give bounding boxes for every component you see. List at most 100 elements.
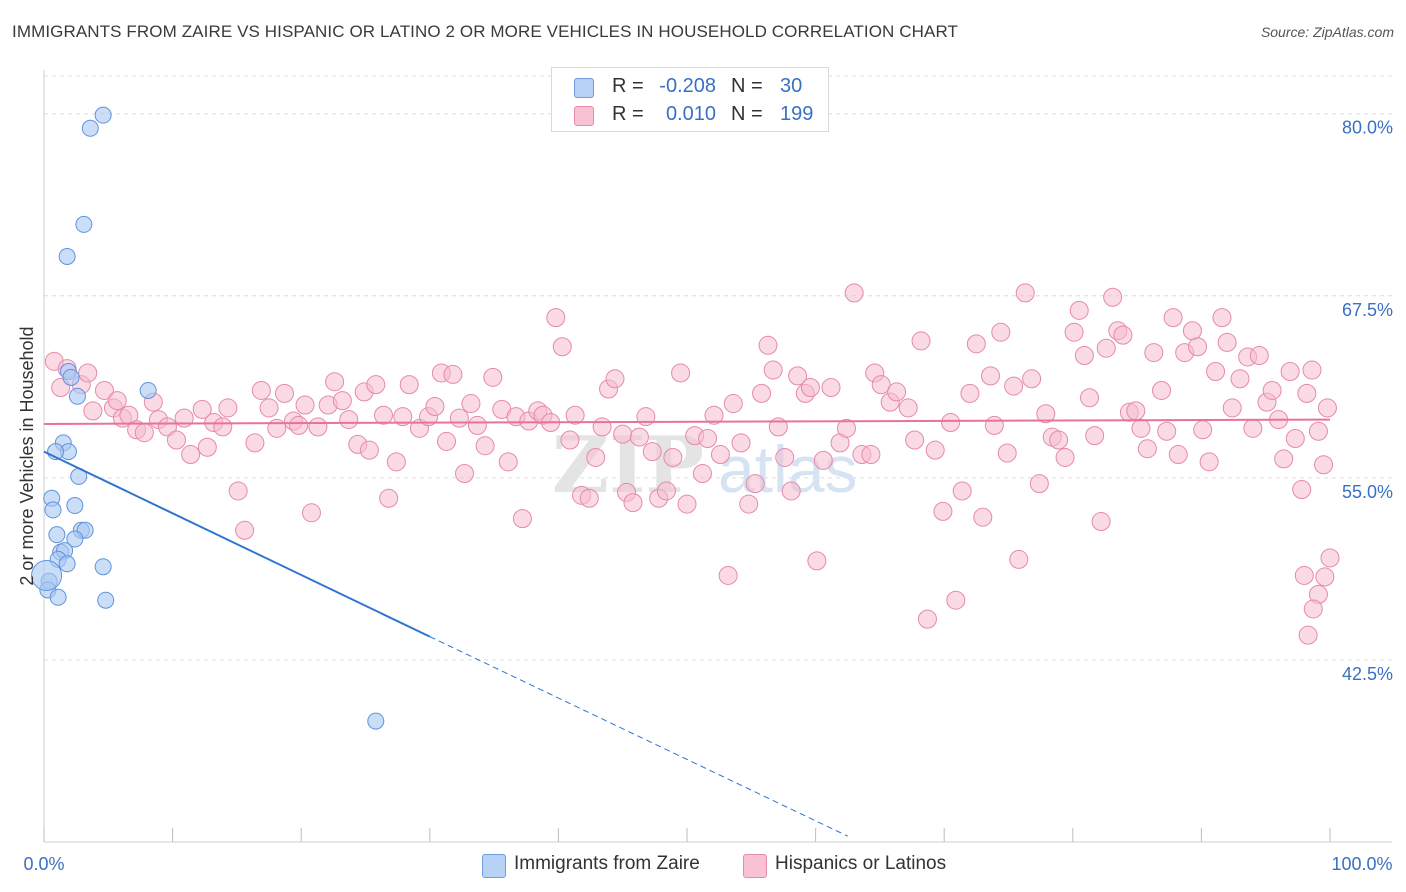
hispanic-point xyxy=(917,609,937,629)
hispanic-point xyxy=(1297,383,1317,403)
hispanic-point xyxy=(449,408,469,428)
hispanic-point xyxy=(966,334,986,354)
hispanic-point xyxy=(1188,337,1208,357)
legend-swatch-zaire xyxy=(482,854,506,878)
hispanic-point xyxy=(1280,362,1300,382)
hispanic-point xyxy=(844,283,864,303)
hispanic-point xyxy=(1249,345,1269,365)
hispanic-point xyxy=(295,395,315,415)
y-tick-label: 42.5% xyxy=(1342,664,1393,684)
hispanic-point xyxy=(698,429,718,449)
chart-title: IMMIGRANTS FROM ZAIRE VS HISPANIC OR LAT… xyxy=(12,22,958,41)
hispanic-point xyxy=(235,520,255,540)
hispanic-point xyxy=(980,366,1000,386)
hispanic-point xyxy=(813,450,833,470)
source-label: Source: ZipAtlas.com xyxy=(1260,24,1394,40)
hispanic-point xyxy=(197,437,217,457)
hispanic-point xyxy=(546,308,566,328)
hispanic-point xyxy=(512,509,532,529)
hispanic-point xyxy=(836,418,856,438)
hispanic-point xyxy=(1320,548,1340,568)
hispanic-point xyxy=(166,430,186,450)
legend-r-label: R = xyxy=(612,103,644,125)
grid-lines xyxy=(44,75,1392,661)
legend-n-label: N = xyxy=(731,75,763,97)
x-tick-label: 0.0% xyxy=(23,854,64,874)
hispanic-point xyxy=(677,494,697,514)
hispanic-point xyxy=(1292,480,1312,500)
hispanic-point xyxy=(1126,401,1146,421)
hispanic-point xyxy=(325,372,345,392)
legend-label-zaire: Immigrants from Zaire xyxy=(514,853,700,874)
hispanic-point xyxy=(1064,322,1084,342)
hispanic-point xyxy=(1302,360,1322,380)
hispanic-point xyxy=(1230,369,1250,389)
legend-swatch-hispanic xyxy=(574,106,594,126)
hispanic-point xyxy=(218,398,238,418)
hispanic-point xyxy=(274,383,294,403)
hispanic-point xyxy=(807,551,827,571)
axes xyxy=(43,70,1392,843)
y-tick-label: 80.0% xyxy=(1342,118,1393,138)
legend-n-label: N = xyxy=(731,103,763,125)
zaire-point xyxy=(94,558,112,576)
hispanic-point xyxy=(560,430,580,450)
hispanic-point xyxy=(483,367,503,387)
hispanic-point xyxy=(1055,447,1075,467)
zaire-point xyxy=(44,501,62,519)
hispanic-point xyxy=(1137,439,1157,459)
hispanic-point xyxy=(393,407,413,427)
hispanic-point xyxy=(692,463,712,483)
correlation-legend: R = -0.208 N = 30 R = 0.010 N = 199 xyxy=(551,67,829,132)
zaire-point xyxy=(81,119,99,137)
hispanic-point xyxy=(663,447,683,467)
hispanic-point xyxy=(925,440,945,460)
hispanic-point xyxy=(1015,283,1035,303)
hispanic-point xyxy=(997,443,1017,463)
zaire-point xyxy=(58,247,76,265)
hispanic-point xyxy=(1206,362,1226,382)
zaire-point xyxy=(97,591,115,609)
hispanic-point xyxy=(1029,474,1049,494)
hispanic-point xyxy=(1308,421,1328,441)
hispanic-point xyxy=(1317,398,1337,418)
hispanic-point xyxy=(636,407,656,427)
hispanic-point xyxy=(656,481,676,501)
hispanic-point xyxy=(952,481,972,501)
hispanic-point xyxy=(1144,343,1164,363)
hispanic-point xyxy=(1036,404,1056,424)
hispanic-point xyxy=(731,433,751,453)
hispanic-point xyxy=(592,417,612,437)
hispanic-point xyxy=(379,488,399,508)
hispanic-point xyxy=(871,375,891,395)
y-tick-label: 67.5% xyxy=(1342,300,1393,320)
hispanic-point xyxy=(1157,421,1177,441)
y-axis-title: 2 or more Vehicles in Household xyxy=(17,326,37,585)
hispanic-point xyxy=(800,378,820,398)
hispanic-point xyxy=(251,380,271,400)
legend-label-hispanic: Hispanics or Latinos xyxy=(775,853,947,874)
zaire-point xyxy=(58,555,76,573)
hispanic-point xyxy=(386,452,406,472)
hispanic-point xyxy=(366,375,386,395)
legend-r-label: R = xyxy=(612,75,644,97)
hispanic-point xyxy=(359,440,379,460)
hispanic-point xyxy=(718,565,738,585)
hispanic-point xyxy=(437,431,457,451)
zaire-point xyxy=(49,588,67,606)
zaire-point xyxy=(94,106,112,124)
zaire-point xyxy=(48,526,66,544)
hispanic-point xyxy=(745,474,765,494)
hispanic-point xyxy=(911,331,931,351)
legend-swatch-hispanic xyxy=(743,854,767,878)
hispanic-point xyxy=(991,322,1011,342)
hispanic-point xyxy=(1243,418,1263,438)
hispanic-point xyxy=(1274,449,1294,469)
hispanic-point xyxy=(425,396,445,416)
hispanic-point xyxy=(586,447,606,467)
hispanic-point xyxy=(1004,376,1024,396)
zaire-point xyxy=(367,712,385,730)
hispanic-point xyxy=(259,398,279,418)
hispanic-point xyxy=(498,452,518,472)
hispanic-point xyxy=(1212,308,1232,328)
